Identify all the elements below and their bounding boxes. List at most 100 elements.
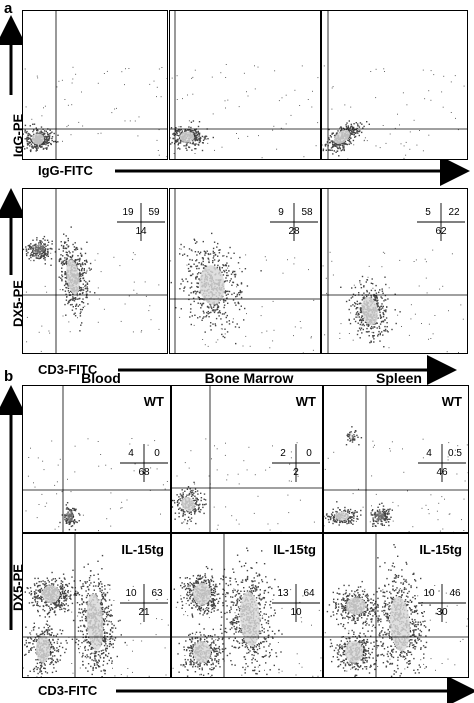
plot-canvas xyxy=(170,189,320,353)
plot-canvas xyxy=(322,11,467,159)
plot-b-il15tg-bone-marrow: 13 64 10 IL-15tg xyxy=(171,533,323,678)
plot-b-wt-bone-marrow: 2 0 2 WT xyxy=(171,385,323,533)
quadrant-lower-right-value: 28 xyxy=(288,226,300,237)
plot-canvas xyxy=(23,11,167,159)
event-cluster xyxy=(326,580,390,635)
event-cluster xyxy=(23,235,53,265)
plot-canvas xyxy=(23,534,170,677)
quadrant-upper-right-value: 0.5 xyxy=(448,448,462,459)
quadrant-cross xyxy=(120,444,168,482)
quadrant-lower-right-value: 2 xyxy=(293,467,299,478)
event-cluster xyxy=(177,628,227,677)
plot-canvas xyxy=(322,189,467,353)
quadrant-cross xyxy=(120,584,168,622)
quadrant-lower-right-value: 46 xyxy=(436,467,448,478)
row-tag-il15tg: IL-15tg xyxy=(419,542,462,557)
event-cluster xyxy=(170,120,214,152)
row-tag-il15tg: IL-15tg xyxy=(273,542,316,557)
plot-a-stained-1: 19 59 14 xyxy=(22,188,168,354)
row-tag-wt: WT xyxy=(295,394,316,409)
quadrant-upper-left-value: 4 xyxy=(128,448,134,459)
plot-a-stained-2: 9 58 28 xyxy=(169,188,321,354)
b-x-label: CD3-FITC xyxy=(38,683,98,698)
event-cluster xyxy=(173,566,230,625)
quadrant-lower-right-value: 62 xyxy=(435,226,447,237)
background-events xyxy=(25,438,168,532)
quadrant-cross xyxy=(270,203,318,241)
plot-b-wt-blood: 4 0 68 WT xyxy=(22,385,171,533)
quadrant-upper-left-value: 4 xyxy=(426,448,432,459)
quadrant-upper-left-value: 10 xyxy=(125,588,137,599)
a-top-x-label: IgG-FITC xyxy=(38,163,93,178)
background-events xyxy=(170,248,315,353)
plot-canvas xyxy=(324,386,468,532)
background-events xyxy=(25,247,160,352)
event-cluster xyxy=(324,501,362,527)
event-cluster xyxy=(170,232,262,345)
plot-canvas xyxy=(172,534,322,677)
event-cluster xyxy=(322,120,370,157)
quadrant-upper-right-value: 22 xyxy=(448,207,460,218)
quadrant-upper-left-value: 5 xyxy=(425,207,431,218)
column-title-spleen: Spleen xyxy=(376,370,422,386)
plot-b-wt-spleen: 4 0.5 46 WT xyxy=(323,385,469,533)
event-cluster xyxy=(66,554,126,677)
plot-canvas xyxy=(172,386,322,532)
plot-canvas xyxy=(170,11,320,159)
quadrant-lower-right-value: 10 xyxy=(290,607,302,618)
quadrant-upper-right-value: 0 xyxy=(154,448,160,459)
event-cluster xyxy=(23,123,59,153)
a-bottom-x-label: CD3-FITC xyxy=(38,362,98,377)
quadrant-upper-right-value: 0 xyxy=(306,448,312,459)
event-cluster xyxy=(50,226,96,332)
event-cluster xyxy=(345,426,363,446)
plot-canvas xyxy=(324,534,468,677)
quadrant-upper-right-value: 64 xyxy=(303,588,315,599)
quadrant-cross xyxy=(272,584,320,622)
background-events xyxy=(324,438,468,532)
quadrant-cross xyxy=(117,203,165,241)
plot-a-isotype-3 xyxy=(321,10,468,160)
background-events xyxy=(171,64,319,159)
plot-b-il15tg-spleen: 10 46 30 IL-15tg xyxy=(323,533,469,678)
quadrant-upper-left-value: 2 xyxy=(280,448,286,459)
plot-a-stained-3: 5 22 62 xyxy=(321,188,468,354)
quadrant-upper-left-value: 10 xyxy=(423,588,435,599)
quadrant-upper-right-value: 58 xyxy=(301,207,313,218)
event-cluster xyxy=(329,623,385,677)
event-cluster xyxy=(172,481,207,525)
panel-letter-b: b xyxy=(4,368,14,385)
quadrant-upper-left-value: 13 xyxy=(277,588,289,599)
quadrant-lower-right-value: 21 xyxy=(138,607,150,618)
event-cluster xyxy=(371,544,437,677)
background-events xyxy=(323,65,465,159)
event-cluster xyxy=(219,547,283,676)
plot-canvas xyxy=(23,189,167,353)
event-cluster xyxy=(340,275,401,348)
event-cluster xyxy=(24,611,68,677)
quadrant-cross xyxy=(418,444,466,482)
quadrant-upper-left-value: 19 xyxy=(122,207,134,218)
quadrant-upper-right-value: 59 xyxy=(148,207,160,218)
event-cluster xyxy=(24,571,85,618)
quadrant-upper-right-value: 63 xyxy=(151,588,163,599)
panel-letter-a: a xyxy=(4,0,13,17)
background-events xyxy=(322,249,464,353)
row-tag-wt: WT xyxy=(441,394,462,409)
plot-canvas xyxy=(23,386,170,532)
quadrant-upper-right-value: 46 xyxy=(449,588,461,599)
event-cluster xyxy=(59,502,81,531)
background-events xyxy=(172,588,322,677)
plot-a-isotype-1 xyxy=(22,10,168,160)
column-title-blood: Blood xyxy=(81,370,121,386)
column-title-bone-marrow: Bone Marrow xyxy=(204,370,294,386)
row-tag-wt: WT xyxy=(143,394,164,409)
plot-a-isotype-2 xyxy=(169,10,321,160)
quadrant-lower-right-value: 14 xyxy=(135,226,147,237)
quadrant-lower-right-value: 30 xyxy=(436,607,448,618)
row-tag-il15tg: IL-15tg xyxy=(121,542,164,557)
plot-b-il15tg-blood: 10 63 21 IL-15tg xyxy=(22,533,171,678)
quadrant-cross xyxy=(417,203,465,241)
quadrant-cross xyxy=(272,444,320,482)
